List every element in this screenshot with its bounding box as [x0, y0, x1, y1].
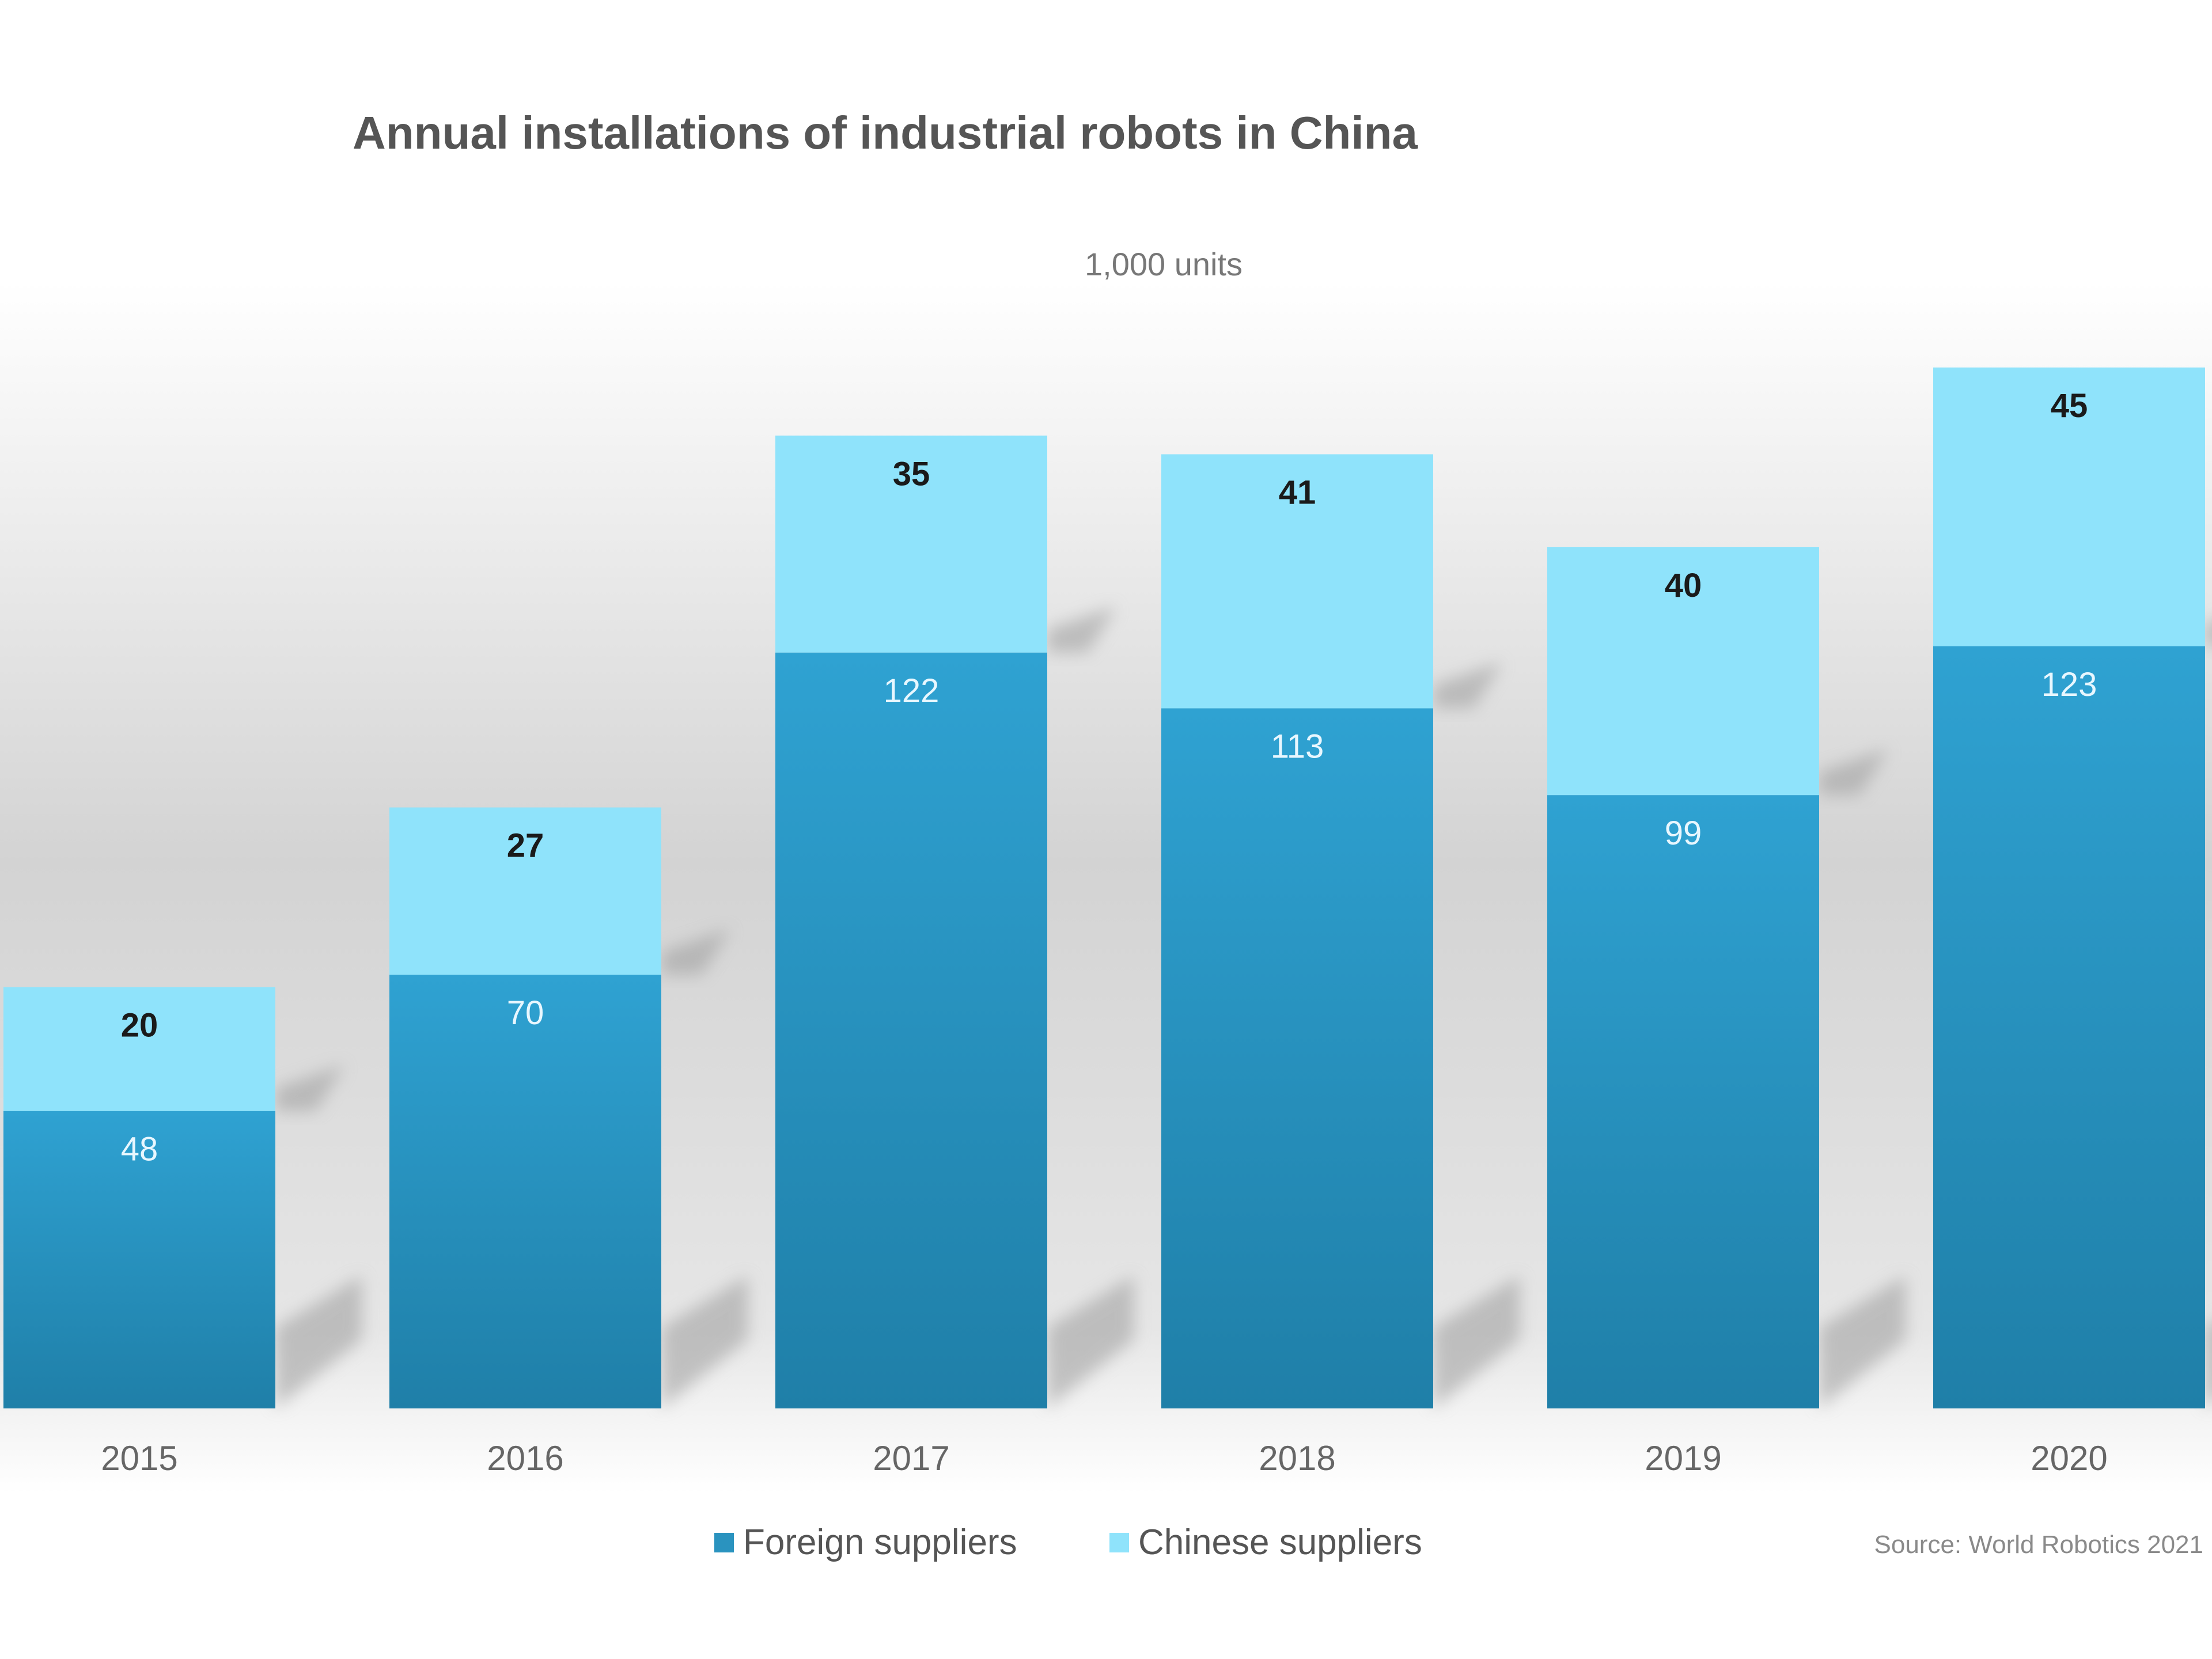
- value-label-foreign-2015: 48: [121, 1131, 158, 1168]
- value-label-foreign-2019: 99: [1665, 815, 1702, 852]
- value-label-chinese-2017: 35: [893, 455, 930, 493]
- value-label-chinese-2016: 27: [507, 827, 544, 865]
- bar-foreign-2017: [775, 652, 1047, 1408]
- x-tick-label-2019: 2019: [1645, 1439, 1721, 1478]
- value-label-chinese-2019: 40: [1665, 567, 1702, 604]
- value-label-foreign-2020: 123: [2041, 666, 2097, 703]
- bar-chinese-2019: [1547, 547, 1819, 796]
- bar-chinese-2018: [1161, 454, 1433, 709]
- bar-step-shadow: [1433, 662, 1502, 709]
- chart-title: Annual installations of industrial robot…: [353, 107, 1418, 158]
- bar-shadow: [1819, 1276, 1906, 1408]
- value-label-chinese-2020: 45: [2051, 387, 2088, 425]
- legend-swatch-chinese: [1109, 1533, 1129, 1552]
- value-label-foreign-2016: 70: [507, 994, 544, 1032]
- bar-chinese-2016: [389, 807, 661, 975]
- x-tick-label-2020: 2020: [2031, 1439, 2107, 1478]
- legend-swatch-foreign: [714, 1533, 734, 1552]
- bar-step-shadow: [2205, 621, 2212, 647]
- bar-step-shadow: [275, 1065, 344, 1111]
- bar-shadow: [275, 1276, 362, 1408]
- x-tick-label-2017: 2017: [873, 1439, 949, 1478]
- value-label-foreign-2017: 122: [884, 672, 940, 710]
- bar-foreign-2020: [1933, 646, 2205, 1408]
- bar-foreign-2015: [3, 1111, 275, 1408]
- value-label-chinese-2018: 41: [1279, 474, 1316, 512]
- x-axis-tick-labels: 2015 2016 2017 2018 2019 2020: [101, 1439, 2107, 1478]
- x-tick-label-2018: 2018: [1259, 1439, 1335, 1478]
- bar-chinese-2015: [3, 987, 275, 1111]
- bar-foreign-2016: [389, 975, 661, 1408]
- value-label-chinese-2015: 20: [121, 1007, 158, 1044]
- source-note: Source: World Robotics 2021: [1874, 1531, 2203, 1559]
- value-label-foreign-2018: 113: [1271, 728, 1324, 766]
- bar-shadow: [661, 1276, 748, 1408]
- bars: [3, 368, 2205, 1408]
- legend-label-foreign: Foreign suppliers: [743, 1522, 1017, 1562]
- bar-chinese-2017: [775, 435, 1047, 653]
- chart-subtitle: 1,000 units: [1085, 246, 1243, 282]
- value-labels: 20 48 27 70 35 122 41 113 40 99 45 123: [121, 387, 2097, 1168]
- bar-step-shadow: [1819, 749, 1888, 796]
- legend: Foreign suppliers Chinese suppliers: [714, 1522, 1422, 1562]
- bar-foreign-2019: [1547, 795, 1819, 1408]
- bar-step-shadow: [1047, 606, 1116, 653]
- x-tick-label-2016: 2016: [487, 1439, 563, 1478]
- bar-shadow: [1433, 1276, 1520, 1408]
- bar-shadow: [1047, 1276, 1134, 1408]
- bar-chinese-2020: [1933, 368, 2205, 647]
- bar-shadow: [2205, 1323, 2212, 1408]
- bar-shadows: [275, 606, 2212, 1408]
- legend-label-chinese: Chinese suppliers: [1138, 1522, 1422, 1562]
- x-tick-label-2015: 2015: [101, 1439, 177, 1478]
- bar-foreign-2018: [1161, 708, 1433, 1408]
- bar-step-shadow: [661, 929, 730, 975]
